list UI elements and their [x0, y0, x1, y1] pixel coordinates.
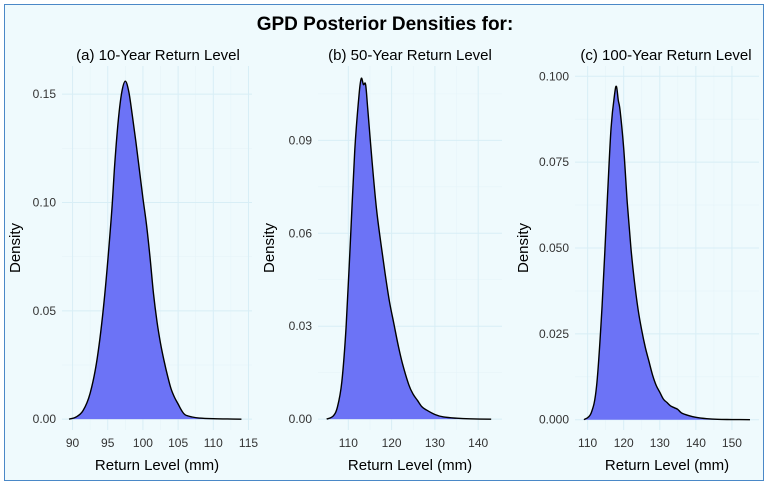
- density-line: [583, 85, 750, 421]
- x-tick-label: 130: [425, 436, 445, 450]
- panel-title: (a) 10-Year Return Level: [76, 47, 240, 64]
- panel-10-year: 90 95 100 105 110 115 0.00 0.05 0.10 0.15 (a) 10-Y…: [7, 47, 258, 474]
- y-tick-label: 0.09: [289, 133, 313, 147]
- x-tick-label: 150: [722, 436, 742, 450]
- density-area: [584, 86, 750, 420]
- y-tick-label: 0.00: [289, 412, 313, 426]
- panel-100-year: 110 120 130 140 150 0.000 0.025 0.050 0.075 0.100…: [515, 47, 759, 474]
- density-area: [326, 78, 492, 420]
- y-tick-label: 0.05: [33, 304, 57, 318]
- x-tick-label: 115: [239, 436, 258, 450]
- y-tick-label: 0.100: [539, 69, 569, 83]
- y-tick-label: 0.15: [33, 87, 57, 101]
- density-line: [68, 80, 242, 420]
- x-axis-label: Return Level (mm): [605, 457, 729, 474]
- y-tick-label: 0.000: [539, 413, 569, 427]
- y-tick-label: 0.03: [289, 319, 313, 333]
- x-tick-label: 105: [168, 436, 188, 450]
- x-axis-label: Return Level (mm): [348, 457, 472, 474]
- x-tick-label: 90: [66, 436, 80, 450]
- figure-title: GPD Posterior Densities for:: [256, 14, 514, 35]
- density-line: [326, 77, 492, 420]
- x-tick-label: 110: [204, 436, 223, 450]
- x-tick-label: 95: [101, 436, 115, 450]
- x-tick-label: 130: [650, 436, 670, 450]
- y-tick-label: 0.00: [33, 412, 57, 426]
- density-area: [69, 81, 242, 420]
- x-tick-label: 120: [614, 436, 634, 450]
- y-tick-label: 0.075: [539, 155, 569, 169]
- panel-title: (b) 50-Year Return Level: [328, 47, 492, 64]
- x-tick-label: 120: [382, 436, 402, 450]
- panel-50-year: 110 120 130 140 0.00 0.03 0.06 0.09 (b) 50-Year …: [261, 47, 502, 474]
- x-tick-label: 100: [133, 436, 153, 450]
- y-axis-label: Density: [7, 222, 24, 273]
- y-axis-label: Density: [261, 222, 278, 273]
- y-tick-label: 0.06: [289, 226, 313, 240]
- y-tick-label: 0.050: [539, 241, 569, 255]
- x-tick-label: 110: [578, 436, 597, 450]
- panel-title: (c) 100-Year Return Level: [580, 47, 751, 64]
- x-tick-label: 140: [468, 436, 488, 450]
- x-tick-label: 110: [339, 436, 358, 450]
- x-tick-label: 140: [686, 436, 706, 450]
- y-tick-label: 0.10: [33, 196, 57, 210]
- y-tick-label: 0.025: [539, 327, 569, 341]
- y-axis-label: Density: [515, 222, 532, 273]
- x-axis-label: Return Level (mm): [95, 457, 219, 474]
